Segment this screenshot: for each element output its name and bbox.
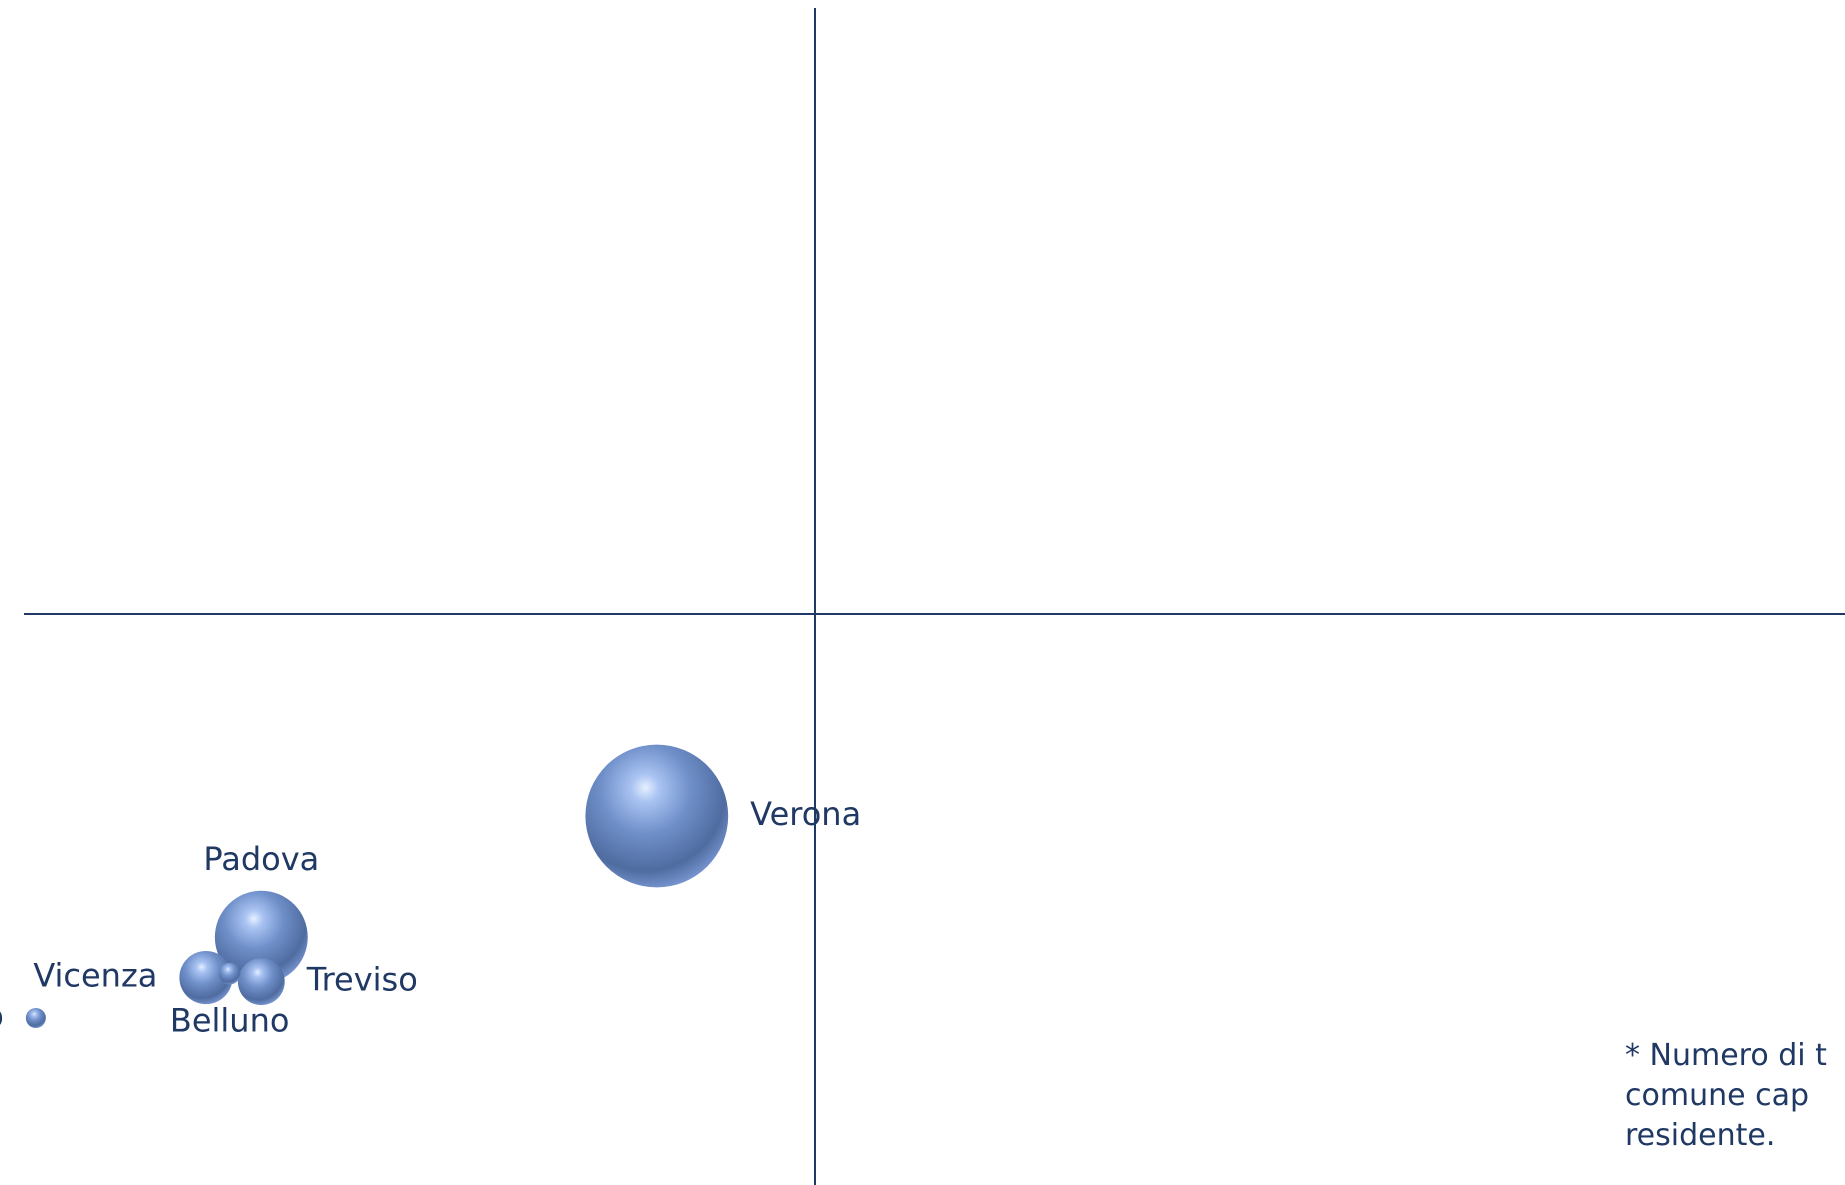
- bubble-label-vicenza: Vicenza: [33, 957, 157, 995]
- bubble-padova: [214, 890, 308, 984]
- bubble-treviso: [237, 958, 285, 1006]
- bubble-belluno: [218, 962, 241, 985]
- bubble-label-rovigo: Rovigo: [0, 997, 4, 1035]
- bubble-label-belluno: Belluno: [170, 1001, 290, 1039]
- bubble-layer: [25, 744, 729, 1028]
- bubble-rovigo: [25, 1008, 46, 1028]
- bubble-label-verona: Verona: [750, 795, 861, 833]
- bubble-vicenza: [179, 951, 233, 1005]
- bubble-verona: [585, 744, 729, 888]
- bubble-label-treviso: Treviso: [306, 961, 418, 999]
- footnote: * Numero di t comune cap residente.: [1625, 1038, 1827, 1153]
- bubble-label-padova: Padova: [203, 840, 319, 878]
- label-layer: VeneziaVeronaPadovaVicenzaTrevisoBelluno…: [0, 795, 861, 1039]
